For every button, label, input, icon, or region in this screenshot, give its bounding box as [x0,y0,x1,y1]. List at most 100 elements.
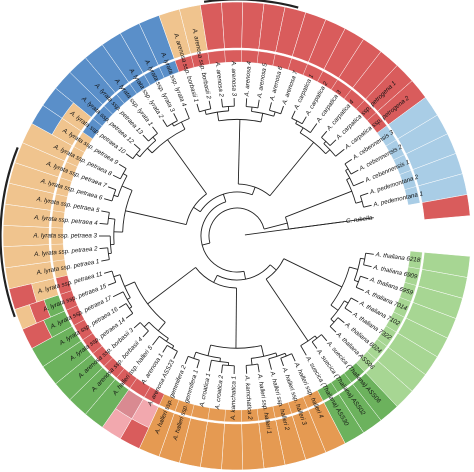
tree-branch [125,210,187,225]
tree-branch [104,270,113,274]
tree-branch [127,297,131,300]
tree-arc [311,334,322,343]
tree-branch [251,107,253,112]
tree-arc [321,137,331,146]
tree-arc [120,168,127,180]
accent-arc-group [0,0,299,318]
tip-label: A. kamchatica 2 [243,374,253,420]
tree-arc [134,281,166,323]
tree-branch [107,186,116,191]
tree-branch [269,142,314,197]
tree-branch [349,266,358,270]
tree-branch [354,279,359,283]
inner-ring-segment [241,49,259,64]
tip-label: A. kamchatica 1 [230,376,238,421]
tree-branch [273,111,276,117]
tree-branch [363,264,372,268]
tree-branch [101,210,110,213]
tree-branches [99,98,374,374]
tree-arc [166,345,178,352]
tree-branch [129,306,133,309]
tree-branch [147,267,196,305]
tree-arc [222,364,235,367]
tree-branch [321,334,328,342]
tree-arc [295,123,311,133]
tree-branch [104,198,113,202]
tree-arc [210,344,262,349]
tip-label: A. croatica 1 [198,372,212,408]
tree-branch [337,317,345,324]
tree-branch [260,113,264,122]
tree-arc [119,274,131,298]
tree-branch [344,307,353,314]
tree-branch [323,141,327,144]
tree-branch [360,275,369,280]
tree-branch [330,304,339,311]
tree-branch [330,318,335,323]
tree-arc [151,128,186,154]
tree-branch [222,194,227,202]
tree-branch [166,338,169,342]
tree-branch [283,258,343,288]
tree-arc [148,133,158,142]
tree-branch [112,291,124,298]
top-marker-arc [203,0,299,9]
tree-branch [300,345,307,356]
tree-branch [356,286,364,291]
tree-branch [180,121,186,130]
tree-branch [280,358,284,367]
tree-branch [207,344,212,356]
tree-branch [257,364,260,373]
tree-branch [321,130,328,138]
tree-arc [330,266,350,306]
tree-branch [99,247,108,250]
tree-branch [173,113,178,121]
tree-branch [101,259,110,262]
tip-label: A. croatica 2 [214,374,225,411]
tree-branch [235,287,237,349]
tree-branch [133,322,141,329]
tree-arc [355,276,361,288]
tree-arc [217,264,271,281]
tree-branch [284,353,287,357]
tree-branch [142,134,149,142]
tree-branch [142,330,149,338]
tree-branch [118,163,127,169]
tree-branch [196,360,200,369]
tree-branch [162,345,168,353]
tree-arc [132,149,141,159]
tree-arc [117,175,128,197]
tree-arc [188,355,200,361]
tree-branch [173,351,178,359]
outer-ring-segment [421,194,471,220]
tree-branch [221,364,223,374]
tree-branch [363,204,372,208]
tree-arc [211,359,229,363]
outgroup-branch [244,221,345,236]
tree-branch [360,192,369,197]
tree-branch [143,321,150,328]
tree-branch [269,102,272,111]
tree-branch [113,194,119,198]
tree-branch [291,110,296,119]
tree-arc [109,235,112,254]
tree-branch [167,139,207,195]
outer-ring-segment [221,1,244,49]
tree-branch [157,322,166,332]
tree-branch [350,169,359,175]
tree-arc [122,190,133,233]
tree-arc [265,258,285,280]
tree-arc [173,118,190,127]
tree-branch [112,174,121,180]
tree-arc [185,193,207,225]
tree-branch [310,123,318,133]
tip-label: C. rubella [346,215,374,226]
tree-branch [329,139,337,146]
tree-arc [159,335,174,347]
tree-branch [260,345,265,357]
tree-branch [335,148,345,157]
tree-branch [250,358,253,365]
tree-branch [221,98,223,108]
